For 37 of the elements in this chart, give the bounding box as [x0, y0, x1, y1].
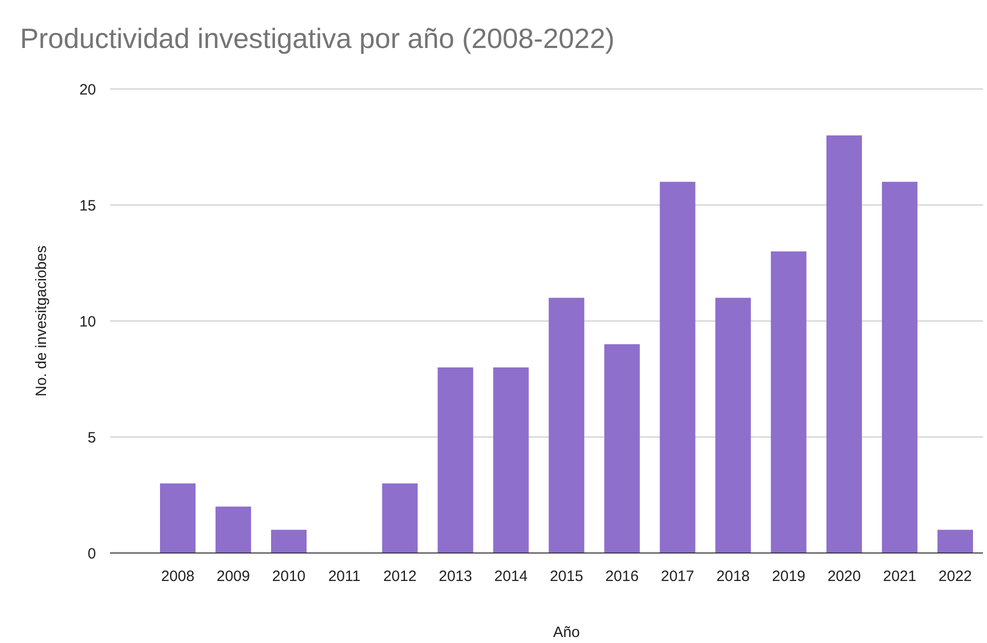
bar: [882, 182, 918, 553]
x-tick-label: 2020: [827, 568, 861, 585]
bar: [160, 483, 196, 553]
bar: [548, 298, 584, 553]
x-tick-label: 2009: [216, 568, 250, 585]
bar: [216, 506, 252, 553]
x-axis-title: Año: [553, 624, 580, 641]
bar: [660, 182, 696, 553]
y-tick-label: 5: [88, 429, 96, 446]
bar: [715, 298, 751, 553]
bar: [438, 367, 474, 553]
x-tick-label: 2011: [328, 568, 360, 585]
x-tick-label: 2015: [550, 568, 584, 585]
y-tick-label: 15: [79, 197, 96, 214]
y-tick-label: 0: [88, 545, 96, 562]
x-tick-label: 2018: [716, 568, 750, 585]
x-tick-label: 2021: [883, 568, 916, 585]
bar: [937, 530, 974, 553]
bar: [271, 530, 307, 553]
x-tick-label: 2019: [772, 568, 806, 585]
bar: [493, 367, 529, 553]
x-tick-label: 2022: [938, 568, 972, 585]
x-tick-label: 2013: [438, 568, 472, 585]
x-tick-label: 2014: [494, 568, 528, 585]
x-tick-label: 2010: [272, 568, 306, 585]
chart-title: Productividad investigativa por año (2008-2022): [20, 23, 615, 54]
bar: [604, 344, 640, 553]
bar: [826, 135, 862, 553]
y-axis-title: No. de invesitgaciobes: [33, 246, 50, 396]
bar: [770, 251, 806, 553]
y-tick-label: 10: [79, 313, 96, 330]
x-tick-label: 2008: [161, 568, 194, 585]
x-tick-label: 2017: [660, 568, 694, 585]
y-tick-label: 20: [79, 81, 96, 98]
x-tick-label: 2012: [383, 568, 417, 585]
bar: [382, 483, 418, 553]
x-tick-label: 2016: [605, 568, 639, 585]
